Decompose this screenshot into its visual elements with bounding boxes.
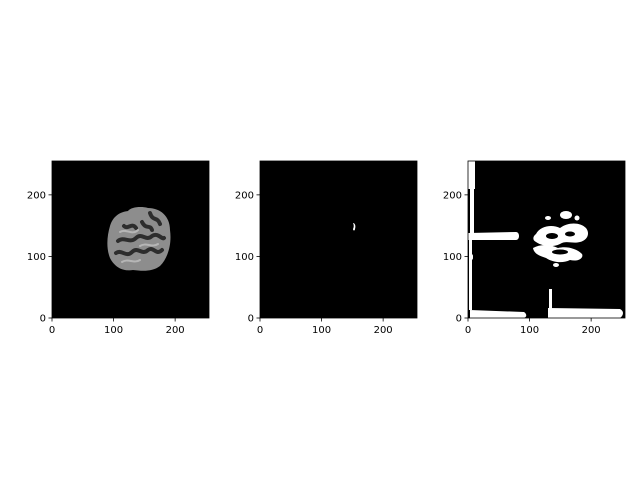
left-vertical-line [470,185,474,235]
plot-area [260,161,417,318]
y-tick-label: 100 [443,252,462,263]
top-blob [560,211,572,219]
brain-folds [114,211,166,257]
x-tick-label: 0 [257,325,263,336]
x-tick-label: 0 [465,325,471,336]
small-blob-a [545,216,551,220]
y-tick-label: 100 [235,252,254,263]
upper-blob-cluster [533,223,588,247]
hole-c [552,249,568,255]
panel-label-mask: 0 100 200 0 100 200 [235,160,418,336]
small-blob-b [574,215,580,221]
prediction-holes [546,231,575,255]
y-tick-label: 200 [443,190,462,201]
brain-highlights [119,229,159,263]
hole-b [565,231,575,237]
label-blob [353,223,356,231]
x-tick-label: 200 [166,325,185,336]
y-tick-label: 0 [40,314,46,325]
left-dot [469,254,473,260]
x-tick-label: 100 [520,325,539,336]
brain-image [107,207,171,271]
small-blob-c [553,263,559,267]
center-spike [549,289,552,309]
axes-frame [51,160,210,319]
panel-brain-slice: 0 100 200 0 100 200 [27,160,210,336]
hole-a [546,233,558,239]
x-tick-label: 200 [374,325,393,336]
bottom-band-left [470,310,527,318]
bottom-band-right [548,308,623,318]
horizontal-band [468,232,519,240]
y-tick-label: 200 [235,190,254,201]
x-tick-label: 200 [582,325,601,336]
y-tick-label: 0 [456,314,462,325]
axes-frame [259,160,418,319]
y-tick-label: 0 [248,314,254,325]
prediction-image [468,161,623,318]
axes-frame [467,160,626,319]
left-vertical-lower [469,240,472,310]
x-tick-label: 100 [312,325,331,336]
x-tick-label: 100 [104,325,123,336]
y-tick-label: 200 [27,190,46,201]
panel-predicted-mask: 0 100 200 0 100 200 [443,160,626,336]
mask-image [353,223,356,231]
x-tick-label: 0 [49,325,55,336]
left-edge-band [468,161,475,189]
y-tick-label: 100 [27,252,46,263]
